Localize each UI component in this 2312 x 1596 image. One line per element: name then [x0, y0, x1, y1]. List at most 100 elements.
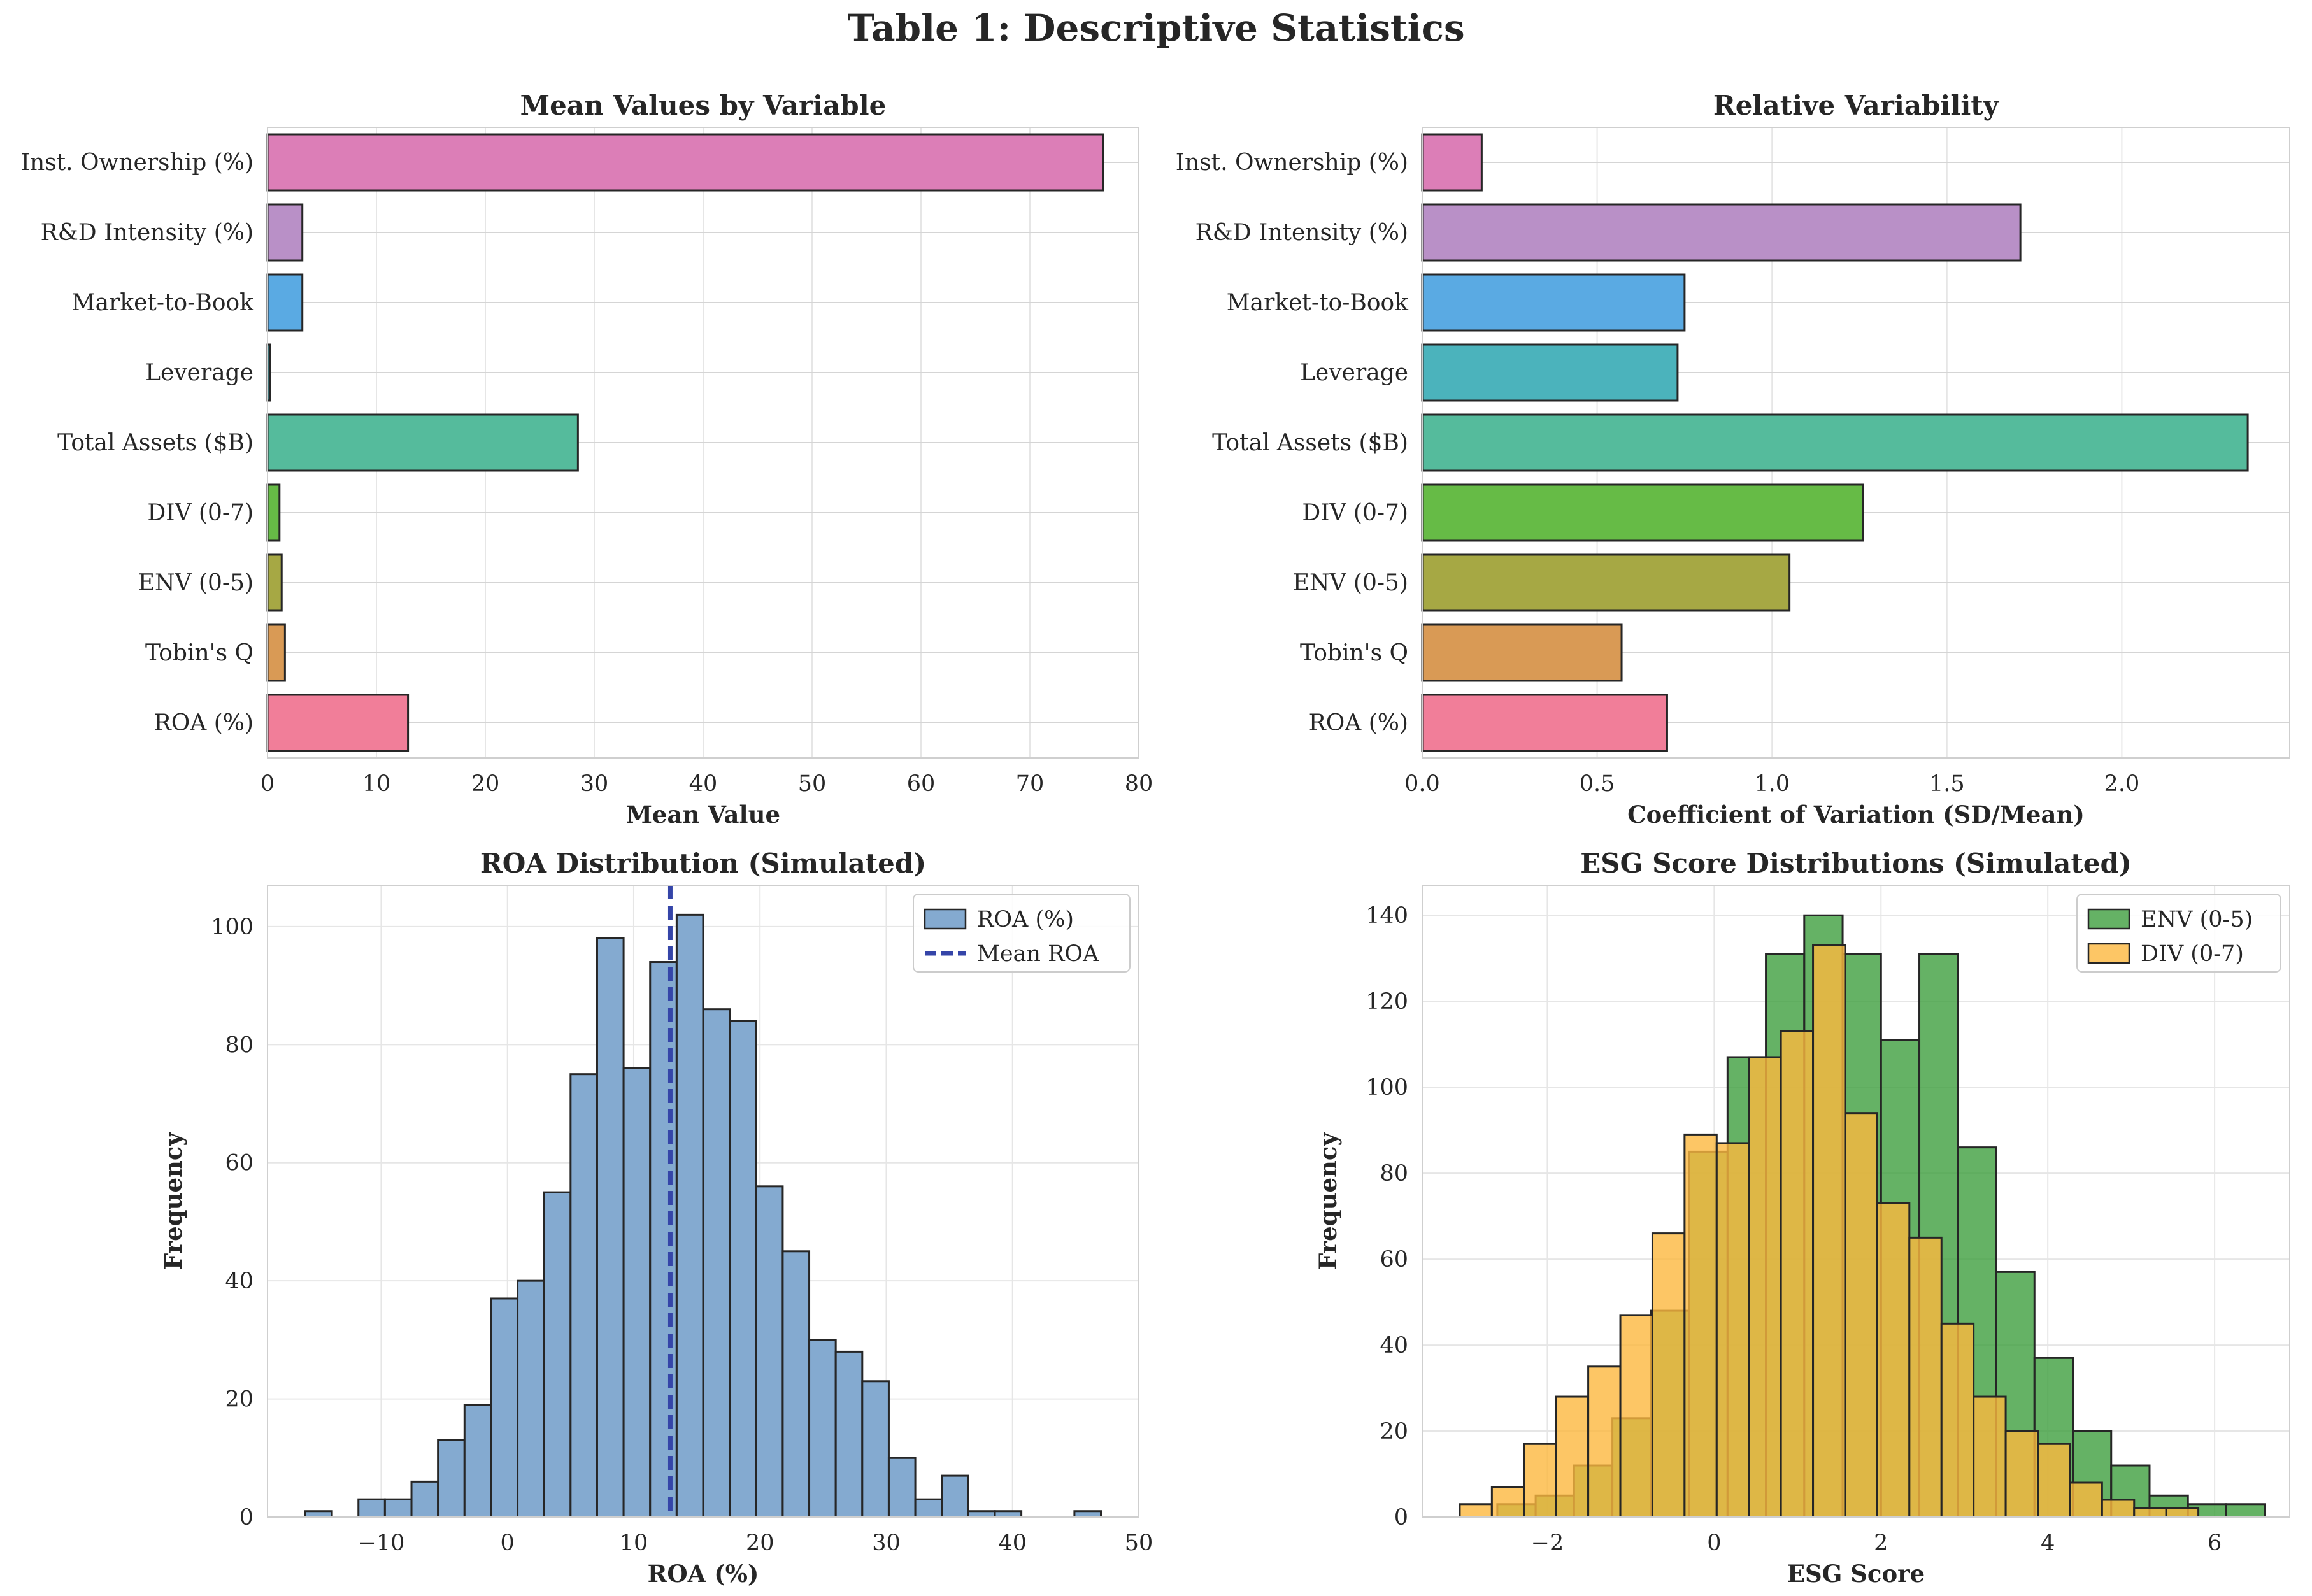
x-tick-label: 0: [1707, 1530, 1721, 1556]
hist-bar-2-0-0: [304, 1510, 333, 1518]
hist-bar-2-0-5: [437, 1439, 466, 1518]
x-axis-label: ESG Score: [1787, 1560, 1925, 1588]
legend-swatch: [924, 908, 967, 930]
y-tick-label: 140: [1366, 903, 1408, 929]
hist-bar-2-0-9: [543, 1191, 572, 1518]
bar-1-6: [1421, 553, 1791, 612]
hist-bar-2-0-18: [781, 1250, 811, 1518]
bar-0-0: [266, 133, 1104, 192]
x-tick-label: 6: [2208, 1530, 2222, 1556]
hist-bar-3-1-1: [1490, 1486, 1525, 1518]
x-tick-label: 0.0: [1404, 771, 1440, 797]
hist-bar-3-1-5: [1619, 1314, 1653, 1518]
y-axis-label: Frequency: [1314, 1132, 1342, 1270]
bar-1-7: [1421, 623, 1623, 682]
bar-0-2: [266, 273, 304, 332]
bar-1-5: [1421, 483, 1864, 542]
x-tick-label: 0.5: [1580, 771, 1615, 797]
hist-bar-2-0-25: [967, 1510, 996, 1518]
legend-swatch: [2087, 943, 2130, 964]
hist-bar-3-1-19: [2069, 1481, 2103, 1518]
hist-bar-2-0-24: [941, 1474, 969, 1518]
hist-bar-3-1-7: [1683, 1133, 1718, 1518]
bar-0-5: [266, 483, 281, 542]
legend-label: ENV (0-5): [2141, 907, 2253, 932]
category-label: Leverage: [145, 360, 253, 386]
x-tick-label: 1.0: [1754, 771, 1790, 797]
hist-bar-3-1-3: [1555, 1395, 1590, 1518]
category-label: ROA (%): [1309, 710, 1408, 736]
y-tick-label: 100: [211, 915, 253, 940]
bar-1-2: [1421, 273, 1686, 332]
y-tick-label: 100: [1366, 1075, 1408, 1101]
hist-bar-3-1-12: [1844, 1112, 1878, 1518]
y-tick-label: 60: [225, 1151, 253, 1176]
bar-1-1: [1421, 203, 2022, 262]
legend-label: Mean ROA: [977, 941, 1099, 967]
x-tick-label: 0: [260, 771, 275, 797]
x-tick-label: 10: [620, 1530, 648, 1556]
x-tick-label: 40: [689, 771, 718, 797]
bar-0-6: [266, 553, 283, 612]
legend-box: [913, 894, 1131, 973]
hist-bar-3-1-15: [1940, 1322, 1975, 1518]
y-tick-label: 20: [225, 1387, 253, 1413]
hist-bar-2-0-21: [861, 1380, 890, 1518]
hist-bar-3-1-11: [1812, 944, 1846, 1518]
hist-bar-2-0-10: [569, 1073, 598, 1518]
hist-bar-3-0-19: [2225, 1503, 2266, 1518]
category-label: Market-to-Book: [1227, 290, 1409, 316]
bar-1-4: [1421, 413, 2249, 472]
hist-bar-2-0-4: [410, 1480, 439, 1518]
x-tick-label: 30: [580, 771, 609, 797]
category-label: DIV (0-7): [1302, 500, 1408, 526]
y-tick-label: 80: [1380, 1161, 1408, 1186]
panel-title: ESG Score Distributions (Simulated): [1580, 848, 2131, 879]
category-label: ENV (0-5): [1293, 570, 1408, 596]
hist-bar-2-0-15: [702, 1008, 731, 1518]
legend-label: ROA (%): [977, 907, 1074, 932]
hist-bar-3-1-0: [1459, 1503, 1493, 1518]
plot-frame: [267, 127, 1139, 759]
y-tick-label: 120: [1366, 989, 1408, 1015]
category-label: Leverage: [1300, 360, 1408, 386]
main-title: Table 1: Descriptive Statistics: [847, 6, 1465, 50]
category-label: Inst. Ownership (%): [21, 150, 253, 176]
category-label: R&D Intensity (%): [41, 220, 253, 246]
hist-bar-3-1-9: [1748, 1056, 1782, 1518]
panel-title: Relative Variability: [1713, 90, 2000, 121]
y-tick-label: 40: [1380, 1333, 1408, 1358]
hist-bar-3-1-10: [1780, 1030, 1815, 1518]
hist-bar-3-1-22: [2165, 1507, 2200, 1518]
legend-swatch: [2087, 908, 2130, 930]
category-label: Total Assets ($B): [1212, 430, 1408, 456]
category-label: Market-to-Book: [72, 290, 254, 316]
bar-0-4: [266, 413, 579, 472]
panel-title: Mean Values by Variable: [520, 90, 887, 121]
y-tick-label: 20: [1380, 1419, 1408, 1444]
hist-bar-2-0-13: [649, 961, 678, 1518]
category-label: R&D Intensity (%): [1195, 220, 1408, 246]
category-label: Total Assets ($B): [57, 430, 253, 456]
plot-frame: [1422, 885, 2290, 1518]
bar-0-7: [266, 623, 286, 682]
x-tick-label: −10: [357, 1530, 404, 1556]
hist-bar-2-0-7: [490, 1297, 519, 1518]
x-tick-label: 2.0: [2104, 771, 2140, 797]
x-tick-label: 4: [2041, 1530, 2055, 1556]
hist-bar-3-1-13: [1876, 1202, 1911, 1518]
hist-bar-2-0-3: [383, 1498, 413, 1518]
x-tick-label: 70: [1016, 771, 1045, 797]
hist-bar-2-0-17: [755, 1185, 784, 1518]
plot-frame: [267, 885, 1139, 1518]
x-axis-label: Coefficient of Variation (SD/Mean): [1627, 801, 2085, 829]
y-tick-label: 80: [225, 1032, 253, 1058]
x-axis-label: ROA (%): [648, 1560, 759, 1588]
x-tick-label: 60: [907, 771, 936, 797]
hist-bar-3-1-17: [2004, 1430, 2039, 1518]
hist-bar-2-0-26: [994, 1510, 1023, 1518]
hist-bar-2-0-6: [463, 1404, 492, 1518]
category-label: ROA (%): [154, 710, 253, 736]
category-label: Inst. Ownership (%): [1176, 150, 1408, 176]
